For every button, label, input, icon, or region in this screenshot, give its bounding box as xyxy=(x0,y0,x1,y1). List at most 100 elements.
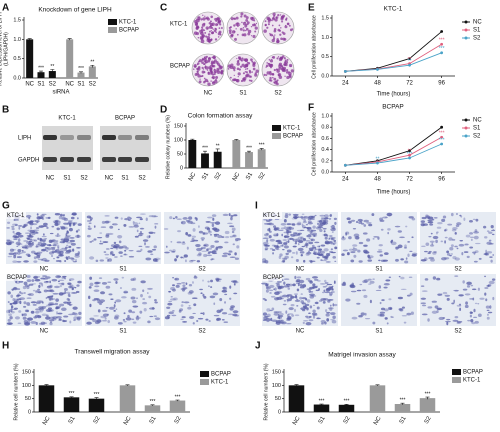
cell xyxy=(76,317,81,321)
cell xyxy=(313,234,316,237)
cell xyxy=(6,322,13,325)
cell xyxy=(281,233,284,237)
cell xyxy=(104,253,110,256)
cell xyxy=(283,257,288,261)
colony-dot xyxy=(209,30,211,33)
bar xyxy=(288,385,305,412)
cell xyxy=(136,216,143,219)
colony-dot xyxy=(200,39,205,44)
colony-dot xyxy=(275,16,279,19)
cell xyxy=(341,284,346,286)
colony-dot xyxy=(272,35,275,38)
cell xyxy=(49,289,54,292)
cell xyxy=(323,289,326,293)
cell xyxy=(312,276,318,279)
x-tick-label: S2 xyxy=(424,415,433,425)
cell xyxy=(52,318,57,321)
colony-dot xyxy=(289,28,293,32)
cell xyxy=(269,309,273,312)
cell xyxy=(202,312,205,316)
cell xyxy=(176,282,182,285)
cell xyxy=(421,216,427,220)
legend-swatch xyxy=(108,27,117,33)
cell xyxy=(313,251,316,255)
point xyxy=(440,30,444,33)
cell xyxy=(295,251,298,255)
cell xyxy=(358,260,363,263)
blot-background xyxy=(42,126,93,170)
cell xyxy=(115,281,118,284)
cell xyxy=(331,288,334,291)
x-axis-label: siRNA xyxy=(52,90,69,96)
cell xyxy=(46,244,52,246)
cell xyxy=(107,281,112,283)
cell xyxy=(332,243,335,246)
cell xyxy=(51,240,55,243)
cell xyxy=(273,288,276,291)
colony-dot xyxy=(280,56,283,60)
cell xyxy=(175,254,180,258)
colony-dot xyxy=(210,26,214,29)
cell xyxy=(395,246,400,249)
colony-dot xyxy=(197,37,200,39)
cell xyxy=(321,291,325,294)
cell xyxy=(282,249,285,251)
colony-dot xyxy=(207,71,210,74)
cell xyxy=(23,292,26,294)
cell xyxy=(41,249,46,252)
cell xyxy=(347,220,352,224)
cell xyxy=(172,310,175,312)
cell xyxy=(329,250,334,254)
cell xyxy=(183,254,188,258)
cell xyxy=(229,256,236,258)
cell xyxy=(198,230,203,234)
colony-dot xyxy=(212,55,216,59)
cell xyxy=(441,218,446,222)
cell xyxy=(296,276,302,279)
cell xyxy=(422,304,427,307)
cell xyxy=(145,246,150,248)
y-tick-label: 50 xyxy=(275,396,281,402)
cell xyxy=(428,235,432,238)
colony-dot xyxy=(268,59,271,61)
cell xyxy=(63,214,65,217)
cell xyxy=(229,235,234,238)
cell xyxy=(59,284,63,288)
colony-dot xyxy=(236,25,239,27)
error-bar xyxy=(259,148,264,151)
cell xyxy=(77,217,79,220)
cell xyxy=(422,223,428,226)
cell xyxy=(176,218,182,220)
cell xyxy=(324,282,329,284)
cell xyxy=(403,321,407,324)
cell xyxy=(456,322,461,324)
cell xyxy=(326,234,329,237)
cell xyxy=(172,277,175,279)
cell xyxy=(193,303,197,307)
cell xyxy=(113,278,119,281)
cell xyxy=(284,255,289,259)
legend-label: S2 xyxy=(473,36,481,42)
cell xyxy=(492,228,495,231)
cell xyxy=(13,286,17,290)
colony-dot xyxy=(210,60,215,64)
cell xyxy=(29,233,31,237)
cell xyxy=(283,299,287,302)
cell xyxy=(352,247,355,249)
cell xyxy=(470,319,474,323)
panel-label: G xyxy=(2,201,10,212)
cell xyxy=(176,255,179,259)
colony-dot xyxy=(236,22,240,25)
cell xyxy=(121,276,125,279)
cell xyxy=(310,238,316,242)
cell xyxy=(308,247,314,251)
cell xyxy=(188,216,193,220)
cell xyxy=(55,307,59,310)
x-tick-label: 72 xyxy=(406,177,413,183)
cell xyxy=(165,245,168,248)
cell xyxy=(66,231,70,234)
micrograph xyxy=(164,212,240,264)
y-axis-label: Relative cell numbers (%) xyxy=(263,363,269,420)
point xyxy=(440,135,444,139)
cell xyxy=(138,233,144,235)
